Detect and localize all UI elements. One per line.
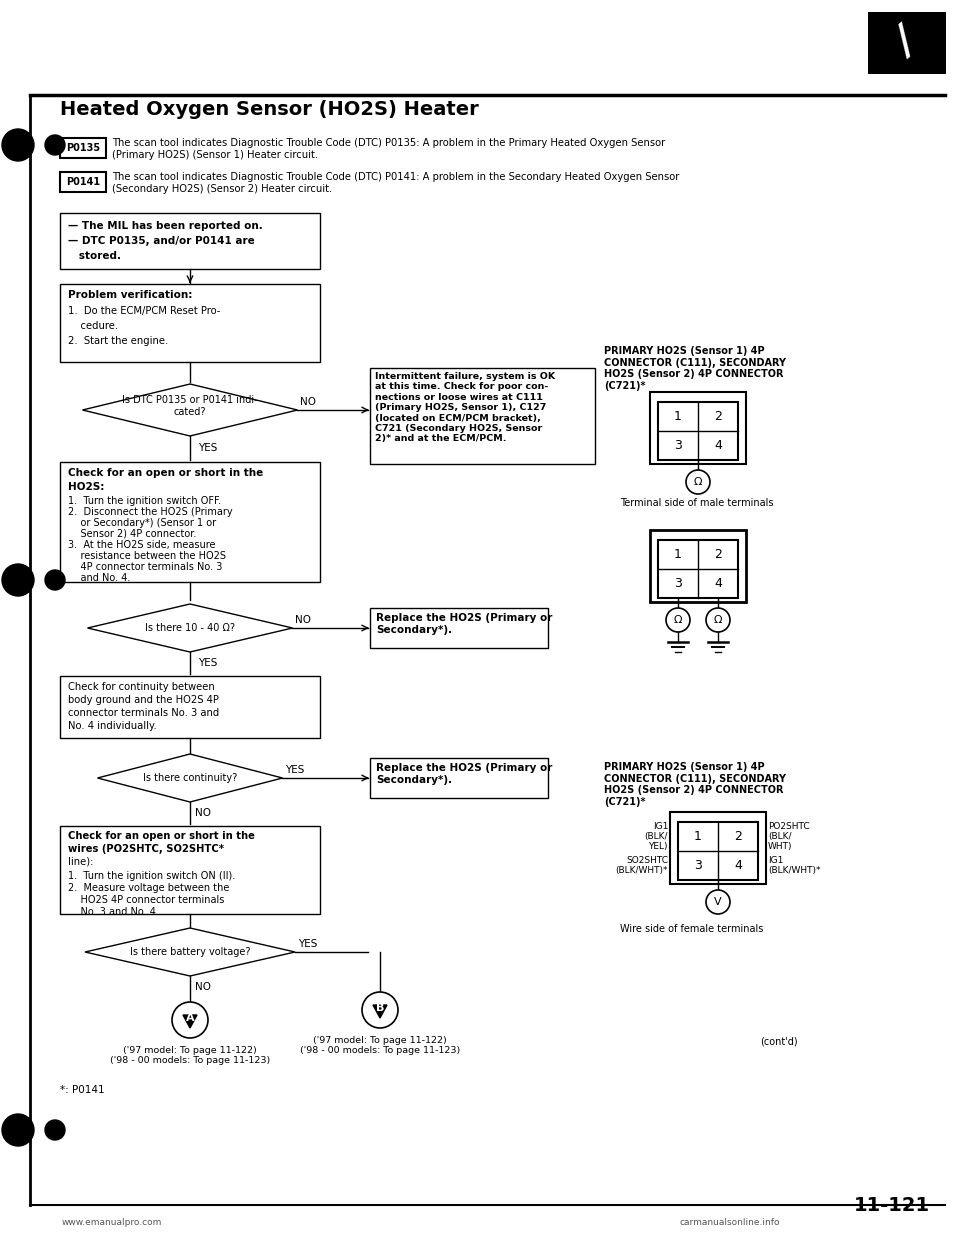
Bar bbox=[650, 530, 746, 602]
Text: YES: YES bbox=[285, 765, 304, 775]
Bar bbox=[868, 12, 946, 75]
Text: P0141: P0141 bbox=[66, 178, 100, 188]
Polygon shape bbox=[87, 604, 293, 652]
Text: Intermittent failure, system is OK
at this time. Check for poor con-
nections or: Intermittent failure, system is OK at th… bbox=[375, 373, 555, 443]
Text: wires (PO2SHTC, SO2SHTC*: wires (PO2SHTC, SO2SHTC* bbox=[68, 845, 224, 854]
Polygon shape bbox=[98, 754, 282, 802]
Text: or Secondary*) (Sensor 1 or: or Secondary*) (Sensor 1 or bbox=[68, 518, 216, 528]
Bar bbox=[678, 822, 758, 881]
Bar bbox=[658, 402, 738, 460]
Circle shape bbox=[362, 992, 398, 1028]
Bar bbox=[658, 540, 738, 597]
Text: NO: NO bbox=[195, 809, 211, 818]
Text: PRIMARY HO2S (Sensor 1) 4P
CONNECTOR (C111), SECONDARY
HO2S (Sensor 2) 4P CONNEC: PRIMARY HO2S (Sensor 1) 4P CONNECTOR (C1… bbox=[604, 763, 786, 807]
Text: 2.  Measure voltage between the: 2. Measure voltage between the bbox=[68, 883, 229, 893]
Text: 4: 4 bbox=[714, 438, 722, 452]
Text: 3: 3 bbox=[674, 438, 682, 452]
Text: 2: 2 bbox=[734, 830, 742, 843]
Text: carmanualsonline.info: carmanualsonline.info bbox=[680, 1218, 780, 1227]
Text: Is there battery voltage?: Is there battery voltage? bbox=[130, 946, 251, 958]
Text: Sensor 2) 4P connector.: Sensor 2) 4P connector. bbox=[68, 529, 197, 539]
Text: Problem verification:: Problem verification: bbox=[68, 289, 192, 301]
Text: Ω: Ω bbox=[694, 477, 703, 487]
Text: stored.: stored. bbox=[68, 251, 121, 261]
Text: line):: line): bbox=[68, 857, 93, 867]
Text: The scan tool indicates Diagnostic Trouble Code (DTC) P0135: A problem in the Pr: The scan tool indicates Diagnostic Troub… bbox=[112, 138, 665, 160]
Bar bbox=[370, 758, 548, 799]
Text: Heated Oxygen Sensor (HO2S) Heater: Heated Oxygen Sensor (HO2S) Heater bbox=[60, 101, 479, 119]
Text: B: B bbox=[375, 1004, 384, 1013]
Text: Is there continuity?: Is there continuity? bbox=[143, 773, 237, 782]
Text: SO2SHTC
(BLK/WHT)*: SO2SHTC (BLK/WHT)* bbox=[615, 856, 668, 876]
Text: connector terminals No. 3 and: connector terminals No. 3 and bbox=[68, 708, 219, 718]
Text: YES: YES bbox=[298, 939, 318, 949]
Circle shape bbox=[666, 609, 690, 632]
Text: NO: NO bbox=[195, 982, 211, 992]
Bar bbox=[370, 609, 548, 648]
Text: IG1
(BLK/WHT)*: IG1 (BLK/WHT)* bbox=[768, 856, 821, 876]
Polygon shape bbox=[83, 384, 298, 436]
Bar bbox=[370, 368, 595, 465]
Text: 2: 2 bbox=[714, 548, 722, 561]
Text: A: A bbox=[185, 1013, 194, 1023]
Text: P0135: P0135 bbox=[66, 143, 100, 153]
Text: ('97 model: To page 11-122)
('98 - 00 models: To page 11-123): ('97 model: To page 11-122) ('98 - 00 mo… bbox=[300, 1036, 460, 1056]
Text: *: P0141: *: P0141 bbox=[60, 1086, 105, 1095]
Text: 1: 1 bbox=[694, 830, 702, 843]
Text: 3: 3 bbox=[674, 578, 682, 590]
Bar bbox=[60, 462, 320, 582]
Text: 3.  At the HO2S side, measure: 3. At the HO2S side, measure bbox=[68, 540, 215, 550]
Bar bbox=[60, 284, 320, 361]
Text: No. 3 and No. 4.: No. 3 and No. 4. bbox=[68, 907, 158, 917]
Text: Ω: Ω bbox=[674, 615, 683, 625]
Circle shape bbox=[2, 1114, 34, 1146]
Text: The scan tool indicates Diagnostic Trouble Code (DTC) P0141: A problem in the Se: The scan tool indicates Diagnostic Troub… bbox=[112, 171, 680, 194]
Text: Wire side of female terminals: Wire side of female terminals bbox=[620, 924, 763, 934]
Text: 2.  Disconnect the HO2S (Primary: 2. Disconnect the HO2S (Primary bbox=[68, 507, 232, 517]
Text: Check for an open or short in the: Check for an open or short in the bbox=[68, 831, 254, 841]
Circle shape bbox=[45, 570, 65, 590]
Text: ('97 model: To page 11-122)
('98 - 00 models: To page 11-123): ('97 model: To page 11-122) ('98 - 00 mo… bbox=[109, 1046, 270, 1066]
Bar bbox=[60, 212, 320, 270]
Text: 1.  Turn the ignition switch OFF.: 1. Turn the ignition switch OFF. bbox=[68, 496, 221, 505]
Text: 1: 1 bbox=[674, 410, 682, 424]
Polygon shape bbox=[183, 1015, 197, 1028]
Polygon shape bbox=[373, 1005, 387, 1018]
Circle shape bbox=[706, 609, 730, 632]
Circle shape bbox=[45, 1120, 65, 1140]
Text: 4: 4 bbox=[734, 859, 742, 872]
Text: YES: YES bbox=[198, 658, 217, 668]
Text: HO2S 4P connector terminals: HO2S 4P connector terminals bbox=[68, 895, 225, 905]
Circle shape bbox=[2, 129, 34, 161]
Circle shape bbox=[2, 564, 34, 596]
Text: www.emanualpro.com: www.emanualpro.com bbox=[62, 1218, 162, 1227]
Text: IG1
(BLK/
YEL): IG1 (BLK/ YEL) bbox=[644, 822, 668, 852]
Text: — The MIL has been reported on.: — The MIL has been reported on. bbox=[68, 221, 263, 231]
Bar bbox=[670, 812, 766, 884]
Circle shape bbox=[686, 469, 710, 494]
Text: Ω: Ω bbox=[713, 615, 722, 625]
Text: Check for continuity between: Check for continuity between bbox=[68, 682, 215, 692]
Bar bbox=[60, 826, 320, 914]
Text: Replace the HO2S (Primary or
Secondary*).: Replace the HO2S (Primary or Secondary*)… bbox=[376, 763, 552, 785]
Text: and No. 4.: and No. 4. bbox=[68, 573, 131, 582]
Text: NO: NO bbox=[295, 615, 311, 625]
Text: V: V bbox=[714, 897, 722, 907]
Text: /: / bbox=[889, 24, 924, 62]
Circle shape bbox=[45, 135, 65, 155]
Bar bbox=[60, 171, 106, 193]
Bar bbox=[60, 138, 106, 158]
Text: resistance between the HO2S: resistance between the HO2S bbox=[68, 551, 226, 561]
Text: body ground and the HO2S 4P: body ground and the HO2S 4P bbox=[68, 696, 219, 705]
Text: 1.  Turn the ignition switch ON (II).: 1. Turn the ignition switch ON (II). bbox=[68, 871, 235, 881]
Text: YES: YES bbox=[198, 443, 217, 453]
Text: 4P connector terminals No. 3: 4P connector terminals No. 3 bbox=[68, 561, 223, 573]
Text: 4: 4 bbox=[714, 578, 722, 590]
Text: cedure.: cedure. bbox=[68, 320, 118, 332]
Text: 2.  Start the engine.: 2. Start the engine. bbox=[68, 337, 168, 347]
Text: Check for an open or short in the: Check for an open or short in the bbox=[68, 468, 263, 478]
Text: 3: 3 bbox=[694, 859, 702, 872]
Circle shape bbox=[706, 891, 730, 914]
Text: NO: NO bbox=[300, 397, 316, 407]
Text: HO2S:: HO2S: bbox=[68, 482, 105, 492]
